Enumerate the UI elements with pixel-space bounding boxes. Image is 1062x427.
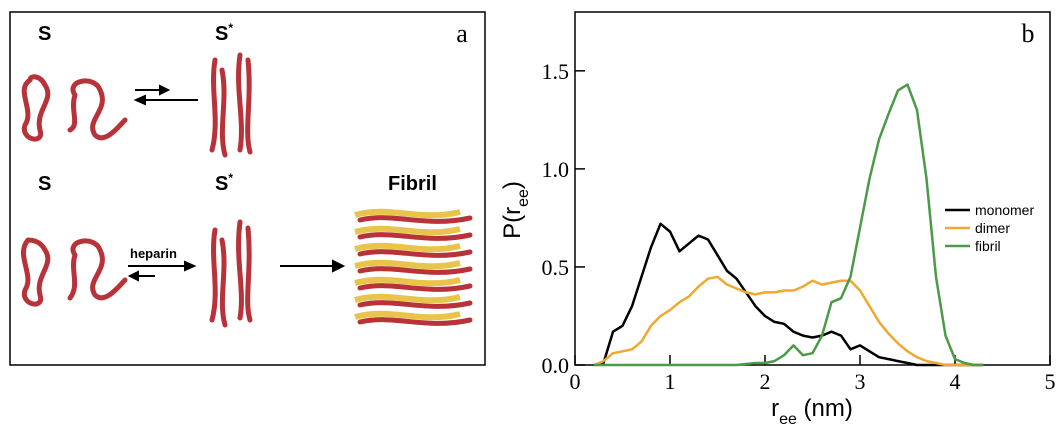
x-tick-label: 3 xyxy=(855,369,866,394)
panel-label: b xyxy=(1022,19,1035,48)
y-tick-label: 0.0 xyxy=(542,353,570,378)
x-axis-label: ree (nm) xyxy=(771,395,853,427)
y-tick-label: 0.5 xyxy=(542,255,570,280)
y-tick-label: 1.0 xyxy=(542,157,570,182)
arrow-label: heparin xyxy=(130,246,177,261)
x-axis-label-rest: (nm) xyxy=(797,395,853,422)
series-line xyxy=(593,222,984,367)
y-axis-label: P(ree) xyxy=(499,181,532,239)
y-tick-label: 1.5 xyxy=(542,59,570,84)
panel-b: b ree (nm) P(ree) 0 1 2 3 4 50.00.51.01.5mono… xyxy=(499,11,1056,427)
state-label: S* xyxy=(215,171,233,195)
plot-frame xyxy=(574,11,1051,366)
fibril-stack xyxy=(354,208,473,326)
panel-a: a S S* S S* Fibril heparin xyxy=(9,11,486,366)
legend-label: dimer xyxy=(975,220,1010,236)
state-label: S* xyxy=(215,21,233,45)
x-tick-label: 4 xyxy=(950,369,961,394)
x-tick-label: 2 xyxy=(760,369,771,394)
x-tick-label: 0 xyxy=(570,369,581,394)
x-axis-label-sub: ee xyxy=(779,411,797,427)
panel-label: a xyxy=(456,19,468,48)
x-tick-label: 1 xyxy=(665,369,676,394)
x-tick-label: 5 xyxy=(1045,369,1056,394)
arrows xyxy=(127,84,346,282)
state-label: Fibril xyxy=(388,173,437,195)
x-axis-label-main: r xyxy=(771,395,779,422)
y-axis-label-rest: ) xyxy=(499,181,526,189)
state-label-main: S xyxy=(215,23,228,45)
state-label: S xyxy=(38,173,51,195)
state-label-sup: * xyxy=(228,171,233,185)
state-label-sup: * xyxy=(228,21,233,35)
y-axis-label-main: P(r xyxy=(499,207,526,239)
series-line xyxy=(594,83,984,367)
y-axis-label-sub: ee xyxy=(515,189,532,207)
legend-label: fibril xyxy=(975,238,1001,254)
state-label: S xyxy=(38,23,51,45)
protein-ribbons xyxy=(21,52,473,328)
legend-label: monomer xyxy=(975,202,1034,218)
state-label-main: S xyxy=(215,173,228,195)
series-line xyxy=(593,275,984,367)
